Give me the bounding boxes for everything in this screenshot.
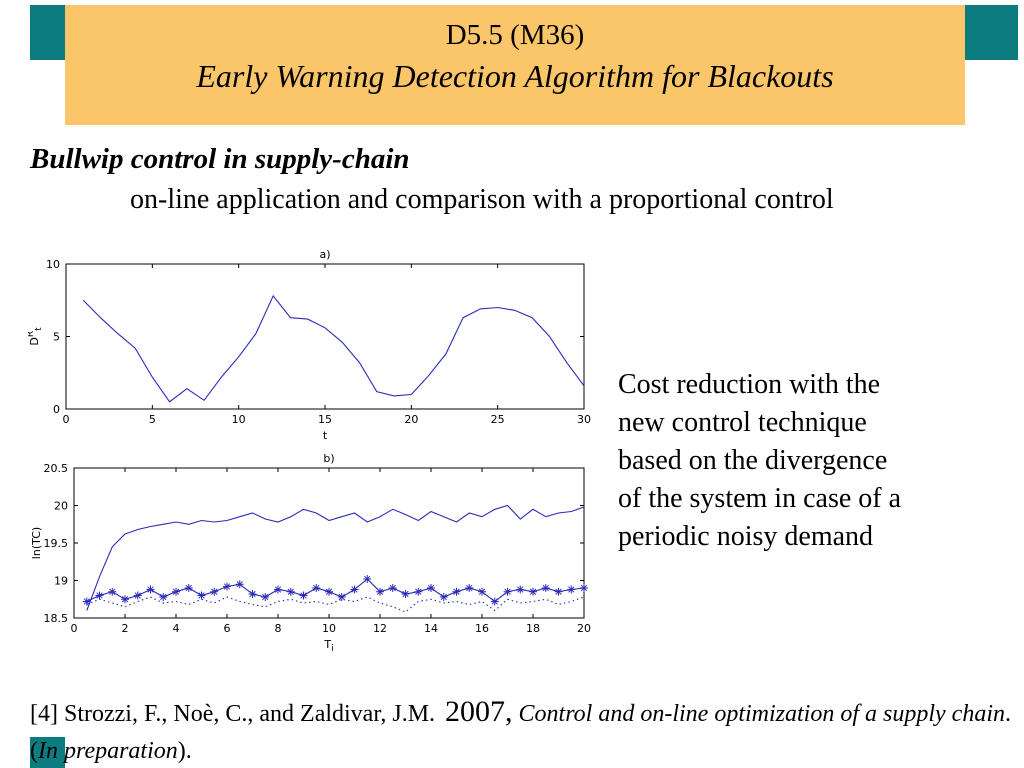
svg-text:20: 20	[577, 622, 591, 635]
svg-text:15: 15	[318, 413, 332, 426]
svg-text:DRt: DRt	[28, 327, 44, 346]
svg-text:18: 18	[526, 622, 540, 635]
title-banner: D5.5 (M36) Early Warning Detection Algor…	[65, 5, 965, 125]
svg-text:Ti: Ti	[323, 638, 333, 654]
svg-text:14: 14	[424, 622, 438, 635]
svg-text:4: 4	[173, 622, 180, 635]
svg-text:10: 10	[322, 622, 336, 635]
reference-title: Control and on-line optimization of a su…	[512, 701, 1005, 727]
deliverable-code: D5.5 (M36)	[445, 19, 585, 51]
subtitle-line2: on-line application and comparison with …	[130, 184, 834, 215]
reference-status: In preparation	[38, 737, 178, 764]
cost-note-line: based on the divergence	[618, 445, 888, 477]
svg-text:19.5: 19.5	[44, 537, 69, 550]
svg-text:30: 30	[577, 413, 591, 426]
svg-text:2: 2	[122, 622, 129, 635]
subtitle-line1: Bullwip control in supply-chain	[30, 143, 410, 175]
chart-a-demand-plot: 0 5 10 15 20 25 30 0 5 10 a) t DRt	[26, 246, 598, 451]
svg-text:10: 10	[46, 258, 60, 271]
reference-year: 2007,	[445, 695, 513, 728]
svg-text:19: 19	[54, 575, 68, 588]
svg-text:20.5: 20.5	[44, 462, 69, 475]
deco-teal-block-top-right	[965, 5, 1018, 60]
svg-text:25: 25	[491, 413, 505, 426]
cost-note: Cost reduction with the new control tech…	[618, 366, 1008, 556]
deco-teal-block-bottom-left	[30, 737, 65, 768]
svg-text:5: 5	[149, 413, 156, 426]
svg-text:0: 0	[53, 403, 60, 416]
svg-text:8: 8	[275, 622, 282, 635]
svg-text:20: 20	[404, 413, 418, 426]
svg-text:12: 12	[373, 622, 387, 635]
cost-note-line: new control technique	[618, 407, 867, 439]
svg-text:b): b)	[323, 452, 334, 465]
chart-b-svg: 0 2 4 6 8 10 12 14 16 18 20 18.5 19 19.5 20 20.5 b) Ti ln(…	[30, 452, 591, 654]
deco-teal-block-top-left	[30, 5, 65, 60]
svg-text:5: 5	[53, 331, 60, 344]
svg-text:18.5: 18.5	[44, 612, 69, 625]
svg-text:t: t	[323, 429, 328, 442]
cost-note-line: of the system in case of a	[618, 483, 902, 515]
svg-text:ln(TC): ln(TC)	[30, 527, 43, 559]
svg-text:0: 0	[63, 413, 70, 426]
cost-note-line: Cost reduction with the	[618, 369, 881, 400]
slide-title: Early Warning Detection Algorithm for Bl…	[196, 58, 834, 94]
reference-separator: . (	[30, 701, 1011, 764]
chart-b-cost-plot: 0 2 4 6 8 10 12 14 16 18 20 18.5 19 19.5 20 20.5 b) Ti ln(…	[28, 452, 598, 669]
svg-text:10: 10	[232, 413, 246, 426]
cost-note-line: periodic noisy demand	[618, 521, 874, 553]
svg-text:6: 6	[224, 622, 231, 635]
svg-text:20: 20	[54, 500, 68, 513]
svg-text:a): a)	[319, 248, 330, 261]
reference-end: ).	[177, 737, 192, 764]
reference-authors: [4] Strozzi, F., Noè, C., and Zaldivar, …	[30, 701, 436, 727]
svg-text:0: 0	[71, 622, 78, 635]
reference-citation: [4] Strozzi, F., Noè, C., and Zaldivar, …	[30, 690, 1015, 768]
svg-text:16: 16	[475, 622, 489, 635]
chart-a-svg: 0 5 10 15 20 25 30 0 5 10 a) t DRt	[26, 248, 591, 442]
